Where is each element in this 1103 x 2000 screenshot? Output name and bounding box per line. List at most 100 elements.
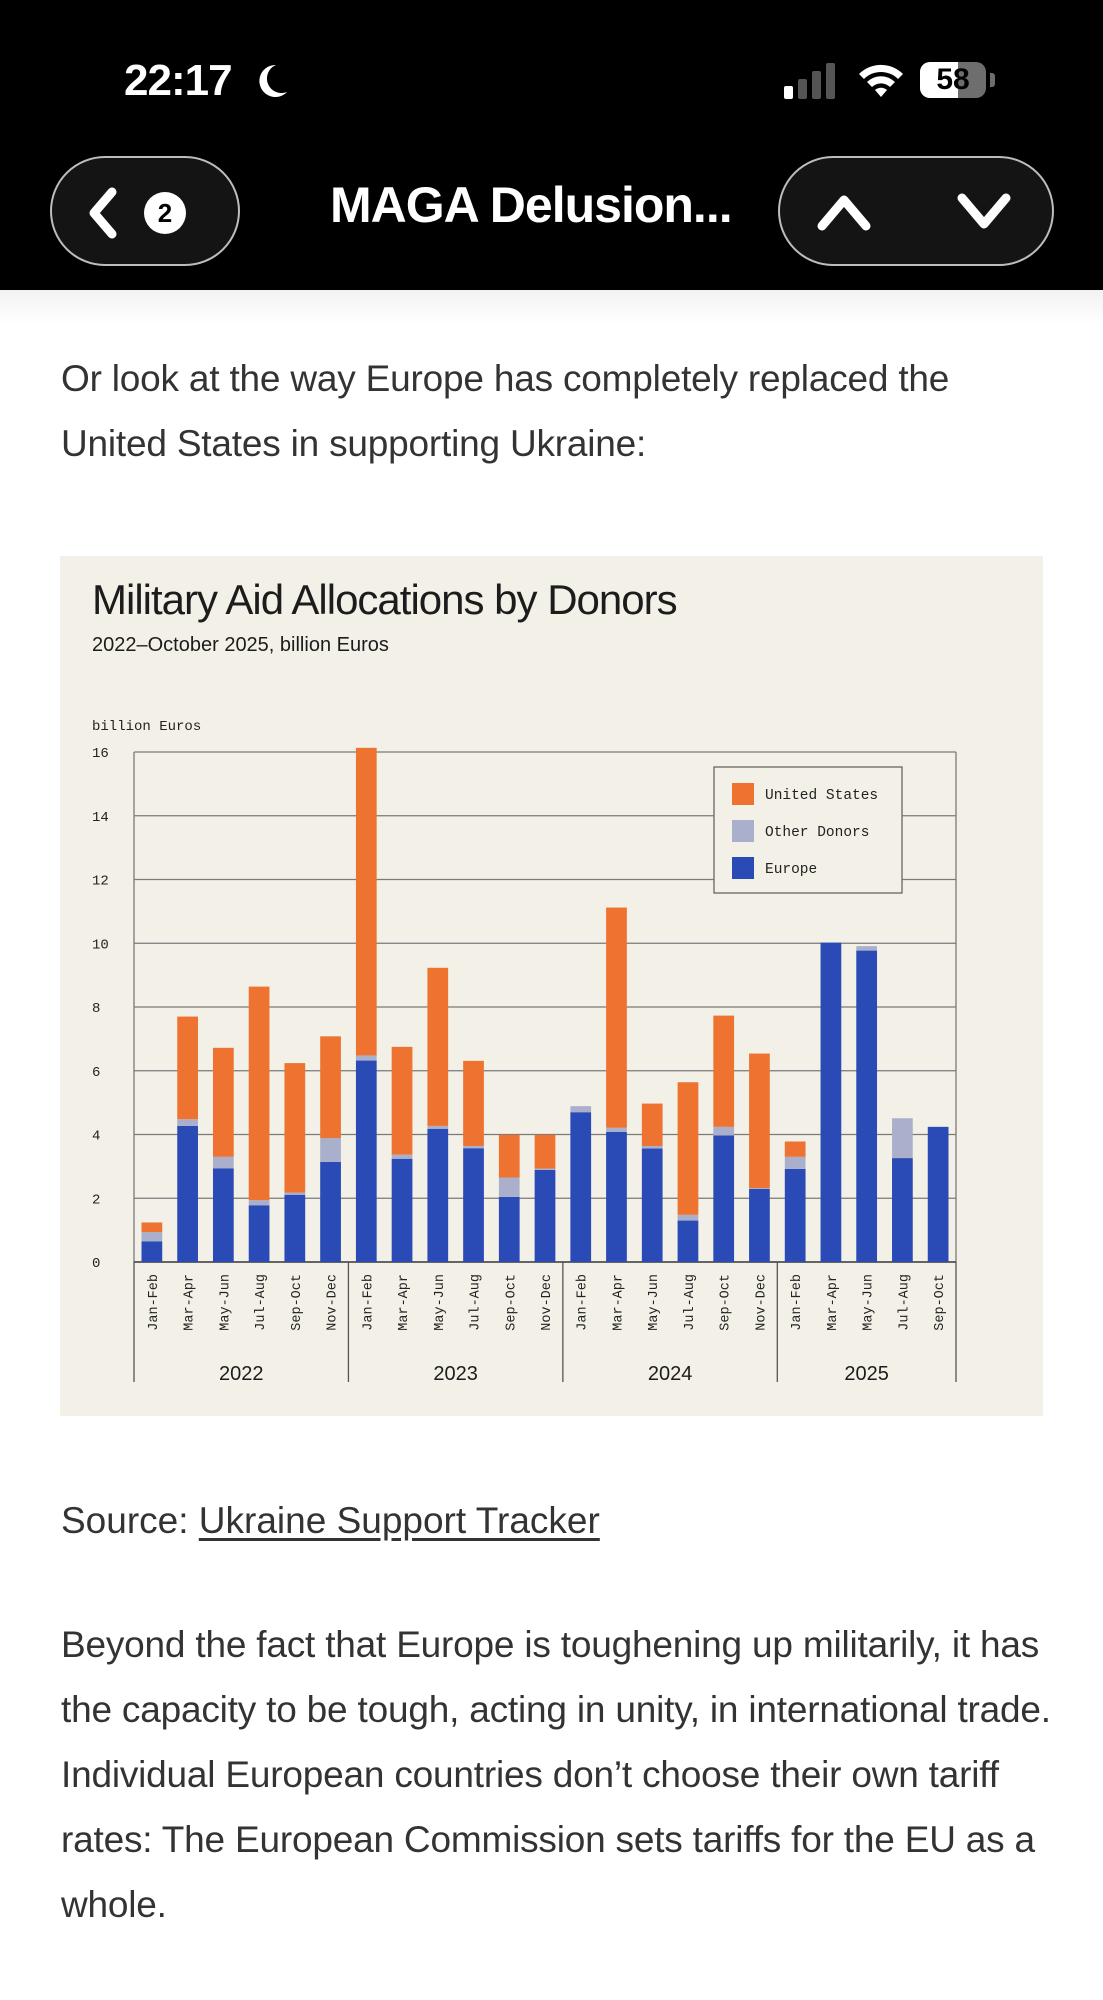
- x-tick-label: Jul-Aug: [254, 1274, 269, 1331]
- bar-other-donors: [856, 946, 878, 951]
- status-time: 22:17: [124, 56, 233, 105]
- bar-united-states: [141, 1222, 163, 1233]
- bar-europe: [498, 1196, 520, 1262]
- x-tick-label: May-Jun: [862, 1274, 877, 1331]
- x-group-label: 2024: [648, 1363, 693, 1385]
- wifi-icon: [859, 64, 903, 97]
- bar-europe: [355, 1060, 377, 1262]
- bar-other-donors: [212, 1156, 234, 1169]
- article-paragraph-body: Beyond the fact that Europe is toughenin…: [61, 1624, 1051, 1925]
- bar-united-states: [320, 1036, 341, 1139]
- bar-europe: [320, 1161, 341, 1262]
- x-tick-label: Jul-Aug: [683, 1274, 698, 1331]
- source-line: Source: Ukraine Support Tracker: [61, 1500, 600, 1542]
- back-count-badge: 2: [144, 192, 186, 234]
- legend-label: Other Donors: [765, 825, 869, 841]
- bar-united-states: [427, 967, 449, 1126]
- bar-europe: [749, 1189, 770, 1262]
- bar-europe: [820, 942, 842, 1262]
- x-tick-label: Sep-Oct: [290, 1274, 305, 1331]
- bar-other-donors: [320, 1138, 341, 1162]
- x-group-label: 2022: [219, 1363, 264, 1385]
- chart-figure: Military Aid Allocations by Donors 2022–…: [60, 556, 1043, 1416]
- y-tick-label: 6: [92, 1065, 100, 1081]
- bar-europe: [892, 1158, 913, 1262]
- bar-other-donors: [141, 1232, 163, 1242]
- battery-level-fill: [920, 62, 959, 98]
- bar-europe: [641, 1148, 663, 1262]
- x-tick-label: Jan-Feb: [147, 1274, 162, 1331]
- legend-swatch: [732, 783, 754, 805]
- battery-percent: 58: [936, 63, 970, 96]
- y-tick-label: 12: [92, 874, 109, 890]
- bar-europe: [677, 1220, 699, 1262]
- chevron-down-icon: [957, 193, 1011, 229]
- bar-united-states: [713, 1015, 735, 1127]
- bar-other-donors: [355, 1055, 377, 1061]
- x-tick-label: Mar-Apr: [826, 1274, 841, 1331]
- x-tick-label: Sep-Oct: [933, 1274, 948, 1331]
- bar-united-states: [284, 1063, 306, 1193]
- bar-united-states: [248, 986, 270, 1201]
- bar-other-donors: [641, 1145, 663, 1149]
- bar-other-donors: [570, 1106, 592, 1113]
- bar-united-states: [784, 1141, 806, 1157]
- bar-other-donors: [248, 1200, 270, 1206]
- bar-europe: [570, 1112, 592, 1262]
- bar-other-donors: [534, 1168, 556, 1170]
- bar-europe: [141, 1241, 163, 1262]
- y-axis-label: billion Euros: [92, 719, 201, 735]
- y-tick-label: 10: [92, 937, 109, 953]
- next-article-button[interactable]: [920, 158, 1050, 264]
- bar-other-donors: [284, 1192, 306, 1195]
- y-tick-label: 16: [92, 746, 109, 762]
- header-shadow: [0, 290, 1103, 324]
- back-button[interactable]: 2: [50, 156, 240, 266]
- moon-icon: [259, 64, 287, 97]
- x-tick-label: Sep-Oct: [719, 1274, 734, 1331]
- bar-united-states: [212, 1047, 234, 1157]
- bar-europe: [534, 1169, 556, 1262]
- chevron-left-icon: [89, 187, 117, 239]
- bar-other-donors: [498, 1177, 520, 1197]
- bar-united-states: [355, 747, 377, 1056]
- y-tick-label: 4: [92, 1129, 100, 1145]
- bar-other-donors: [713, 1126, 735, 1136]
- bar-other-donors: [463, 1145, 484, 1149]
- bar-europe: [927, 1126, 949, 1262]
- x-tick-label: Mar-Apr: [611, 1274, 626, 1331]
- bar-other-donors: [677, 1214, 699, 1221]
- chevron-up-icon: [817, 195, 871, 231]
- bar-europe: [463, 1148, 484, 1262]
- bar-europe: [606, 1131, 627, 1262]
- bar-united-states: [749, 1053, 770, 1189]
- previous-article-button[interactable]: [780, 158, 910, 264]
- bar-other-donors: [427, 1125, 449, 1129]
- bar-europe: [212, 1168, 234, 1262]
- x-tick-label: Mar-Apr: [397, 1274, 412, 1331]
- source-link[interactable]: Ukraine Support Tracker: [198, 1500, 600, 1541]
- bar-united-states: [177, 1016, 198, 1120]
- legend-swatch: [732, 820, 754, 842]
- legend-swatch: [732, 857, 754, 879]
- x-tick-label: May-Jun: [647, 1274, 662, 1331]
- bar-united-states: [641, 1103, 663, 1146]
- y-tick-label: 2: [92, 1192, 100, 1208]
- bar-other-donors: [784, 1156, 806, 1169]
- stacked-bar-chart: billion Euros 0 2 4 6 8 10 12 14 16 Jan-Feb Mar-Apr…: [92, 719, 957, 1385]
- bar-europe: [856, 950, 878, 1262]
- source-label: Source:: [61, 1500, 199, 1541]
- bar-other-donors: [391, 1154, 413, 1159]
- bar-europe: [713, 1135, 735, 1262]
- x-tick-label: Jul-Aug: [897, 1274, 912, 1331]
- bar-united-states: [463, 1060, 484, 1146]
- page-title: MAGA Delusion...: [330, 177, 733, 233]
- y-tick-label: 8: [92, 1001, 100, 1017]
- x-tick-label: Nov-Dec: [540, 1274, 555, 1331]
- x-group-label: 2025: [844, 1363, 889, 1385]
- bar-united-states: [391, 1046, 413, 1155]
- x-tick-label: Jan-Feb: [361, 1274, 376, 1331]
- article-paragraph-intro: Or look at the way Europe has completely…: [61, 358, 950, 464]
- bar-united-states: [498, 1134, 520, 1178]
- bar-europe: [427, 1128, 449, 1262]
